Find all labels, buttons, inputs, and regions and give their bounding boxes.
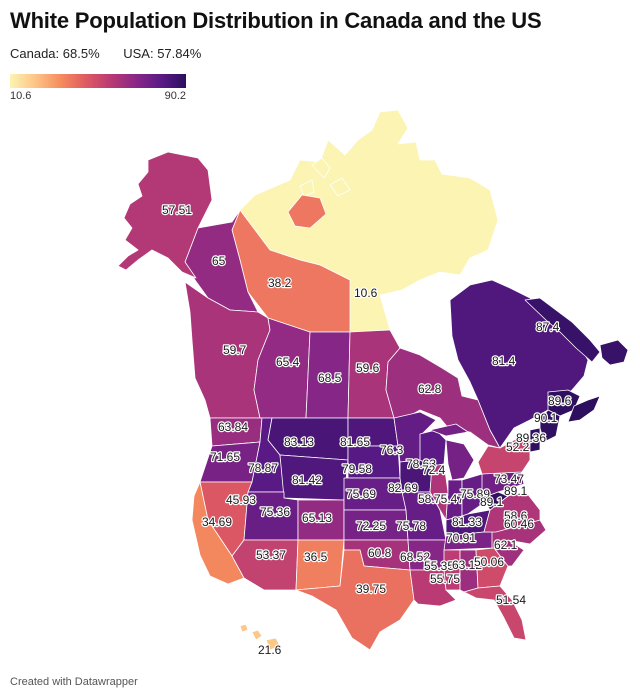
label-california: 34.69 xyxy=(202,515,232,529)
region-mississippi[interactable] xyxy=(443,549,461,591)
label-newfoundland: 87.4 xyxy=(536,320,560,334)
credit-footer: Created with Datawrapper xyxy=(10,676,138,688)
region-new-mexico[interactable] xyxy=(295,539,345,591)
region-nova-scotia[interactable] xyxy=(567,395,601,423)
label-manitoba: 59.6 xyxy=(356,361,380,375)
label-indiana: 75.47 xyxy=(434,492,464,506)
label-michigan: 72.4 xyxy=(422,463,446,477)
region-arctic-island xyxy=(287,194,327,229)
legend-min-label: 10.6 xyxy=(10,90,32,102)
region-florida[interactable] xyxy=(463,585,527,641)
label-quebec: 81.4 xyxy=(492,354,516,368)
region-michigan[interactable] xyxy=(429,423,475,481)
label-texas: 39.75 xyxy=(356,582,386,596)
region-california[interactable] xyxy=(191,481,245,585)
label-louisiana: 55.75 xyxy=(430,572,460,586)
label-saskatchewan: 68.5 xyxy=(318,371,342,385)
region-arctic-island xyxy=(311,157,331,179)
label-virginia: 58.6 xyxy=(504,509,528,523)
region-alaska[interactable] xyxy=(117,151,213,279)
region-new-york[interactable] xyxy=(477,435,531,475)
label-washington: 63.84 xyxy=(218,420,248,434)
label-mississippi: 55.35 xyxy=(424,559,454,573)
usa-summary: USA: 57.84% xyxy=(123,46,202,61)
label-georgia: 50.06 xyxy=(474,555,504,569)
label-new-york: 52.2 xyxy=(506,440,530,454)
label-minnesota: 76.3 xyxy=(380,443,404,457)
label-nova-scotia: 90.1 xyxy=(534,411,558,425)
label-new-mexico: 36.5 xyxy=(304,550,328,564)
canada-summary: Canada: 68.5% xyxy=(10,46,100,61)
label-yukon: 65 xyxy=(212,254,226,268)
labels-layer: 57.51 65 38.2 10.6 59.7 65.4 68.5 59.6 6… xyxy=(161,202,573,658)
label-missouri: 75.78 xyxy=(396,519,426,533)
label-nebraska: 75.69 xyxy=(346,487,376,501)
summary-line: Canada: 68.5% USA: 57.84% xyxy=(10,46,221,61)
label-nunavut: 10.6 xyxy=(354,286,378,300)
region-arctic-island xyxy=(299,179,315,197)
label-oklahoma: 60.8 xyxy=(368,546,392,560)
label-pennsylvania: 73.47 xyxy=(494,472,524,486)
region-ohio[interactable] xyxy=(461,473,489,517)
label-oregon: 71.65 xyxy=(210,450,240,464)
label-south-dakota: 79.58 xyxy=(342,462,372,476)
label-nevada: 45.93 xyxy=(226,493,256,507)
color-legend: 10.6 90.2 xyxy=(10,74,186,104)
label-montana: 83.13 xyxy=(284,435,314,449)
region-newfoundland[interactable] xyxy=(524,297,629,366)
label-utah: 75.36 xyxy=(260,505,290,519)
label-south-carolina: 62.1 xyxy=(494,538,518,552)
label-north-carolina: 60.46 xyxy=(504,517,534,531)
label-new-brunswick: 89.6 xyxy=(548,394,572,408)
label-alabama: 63.12 xyxy=(452,558,482,572)
label-alberta: 65.4 xyxy=(276,355,300,369)
regions-layer xyxy=(117,109,629,651)
label-maine: 89.36 xyxy=(516,431,546,445)
label-florida: 51.54 xyxy=(496,593,526,607)
label-vermont: 89.1 xyxy=(504,484,528,498)
label-idaho: 78.87 xyxy=(248,461,278,475)
label-british-columbia: 59.7 xyxy=(223,343,247,357)
label-arkansas: 68.52 xyxy=(400,550,430,564)
label-north-dakota: 81.65 xyxy=(340,435,370,449)
label-ontario: 62.8 xyxy=(418,382,442,396)
label-ohio: 75.89 xyxy=(460,487,490,501)
region-georgia[interactable] xyxy=(475,547,509,589)
region-texas[interactable] xyxy=(295,549,415,651)
label-wisconsin: 78.63 xyxy=(406,457,436,471)
chart-title: White Population Distribution in Canada … xyxy=(10,8,542,33)
region-north-carolina[interactable] xyxy=(491,519,547,549)
region-arctic-island xyxy=(329,177,351,197)
label-arizona: 53.37 xyxy=(256,548,286,562)
label-kansas: 72.25 xyxy=(356,519,386,533)
label-alaska: 57.51 xyxy=(162,203,192,217)
label-illinois: 58.75 xyxy=(418,492,448,506)
label-hawaii: 21.6 xyxy=(258,643,282,657)
region-maine[interactable] xyxy=(539,409,561,443)
legend-max-label: 90.2 xyxy=(164,90,186,102)
label-iowa: 82.69 xyxy=(388,481,418,495)
region-hawaii[interactable] xyxy=(239,623,281,651)
label-wyoming: 81.42 xyxy=(292,473,322,487)
region-vermont[interactable] xyxy=(529,427,541,453)
choropleth-map: 57.51 65 38.2 10.6 59.7 65.4 68.5 59.6 6… xyxy=(117,109,629,658)
label-tennessee: 70.91 xyxy=(446,531,476,545)
label-northwest-territories: 38.2 xyxy=(268,276,292,290)
label-kentucky: 81.33 xyxy=(452,515,482,529)
label-west-virginia: 89.1 xyxy=(480,495,504,509)
label-colorado: 65.13 xyxy=(302,511,332,525)
region-virginia[interactable] xyxy=(483,491,541,533)
legend-gradient xyxy=(10,74,186,88)
